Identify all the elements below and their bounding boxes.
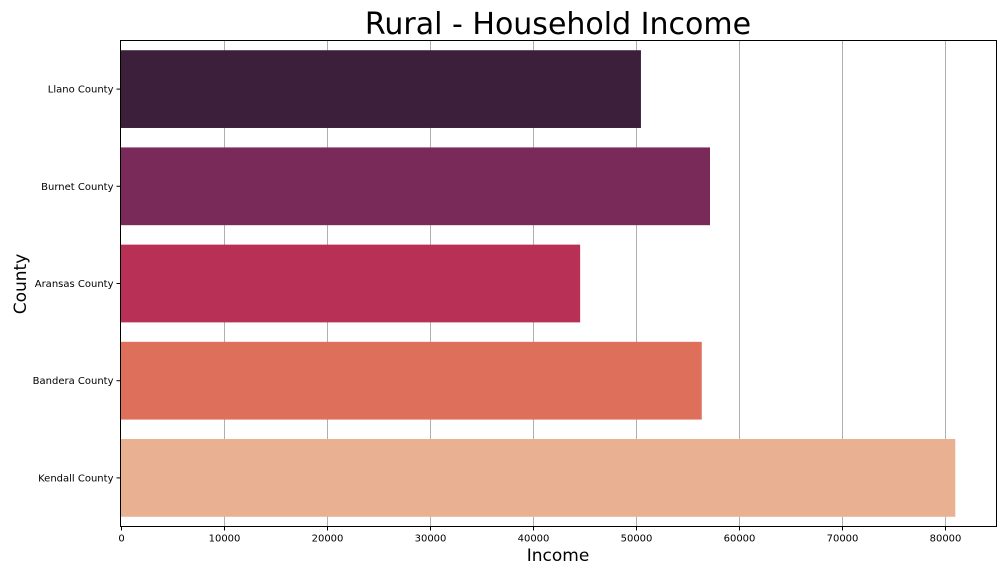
y-tick-label: Bandera County bbox=[33, 376, 114, 387]
x-tick-label: 40000 bbox=[518, 534, 550, 545]
x-tick-label: 10000 bbox=[209, 534, 241, 545]
x-tick-label: 20000 bbox=[312, 534, 344, 545]
x-tick-label: 70000 bbox=[827, 534, 859, 545]
bar bbox=[120, 439, 956, 517]
bar bbox=[120, 244, 581, 323]
x-tick-label: 30000 bbox=[415, 534, 447, 545]
y-tick-label: Burnet County bbox=[41, 182, 113, 193]
y-tick-label: Aransas County bbox=[35, 279, 114, 290]
x-tick-label: 0 bbox=[118, 534, 124, 545]
y-tick-label: Kendall County bbox=[38, 473, 113, 484]
bar bbox=[120, 147, 710, 226]
x-tick-label: 50000 bbox=[621, 534, 653, 545]
chart-title: Rural - Household Income bbox=[365, 7, 751, 42]
x-ticks: 0 10000 20000 30000 40000 50000 60000 70000 8000… bbox=[118, 526, 962, 545]
y-axis-label: County bbox=[11, 254, 31, 315]
y-tick-label: Llano County bbox=[48, 85, 114, 96]
x-axis-label: Income bbox=[527, 546, 590, 566]
bar bbox=[120, 341, 702, 420]
bars bbox=[120, 50, 956, 517]
x-tick-label: 60000 bbox=[724, 534, 756, 545]
y-ticks: Llano County Burnet County Aransas County B… bbox=[33, 85, 121, 484]
x-tick-label: 80000 bbox=[930, 534, 962, 545]
bar bbox=[120, 50, 641, 128]
